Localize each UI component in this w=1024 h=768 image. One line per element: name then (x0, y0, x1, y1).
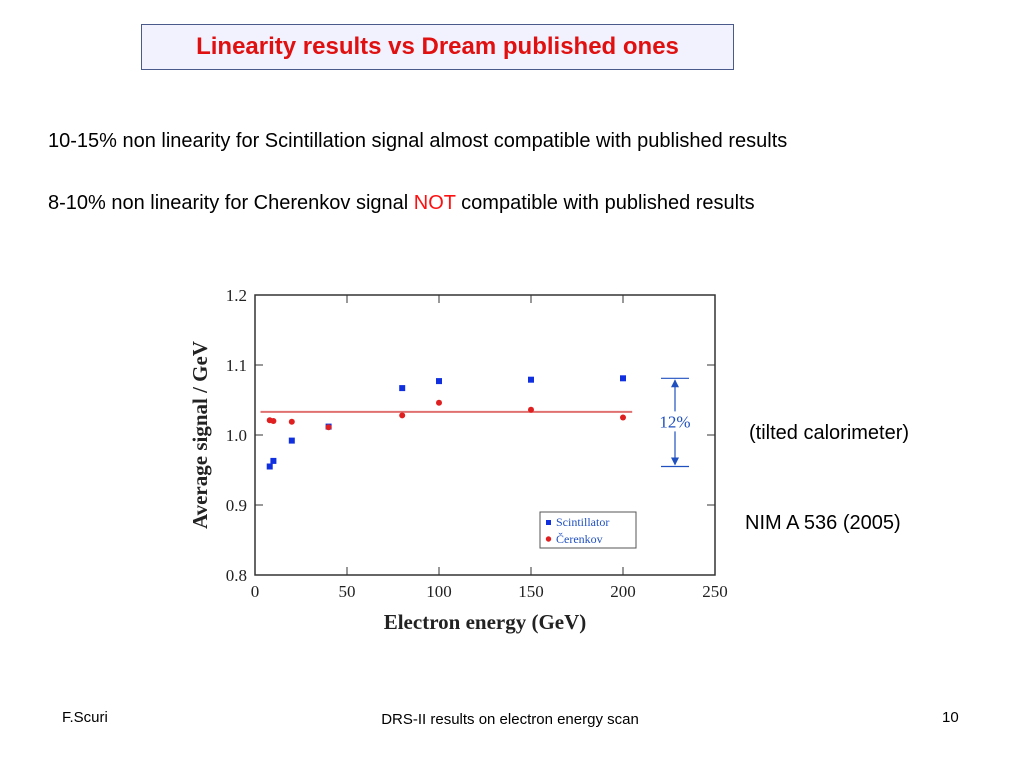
scintillator-point (270, 457, 277, 464)
scintillator-point (528, 376, 534, 383)
y-tick-label: 0.8 (226, 566, 247, 585)
bullet-cherenkov-text: 8-10% non linearity for Cherenkov signal (48, 192, 414, 214)
cherenkov-point (325, 424, 332, 431)
x-tick-label: 0 (251, 582, 260, 601)
legend-scintillator-marker (546, 520, 551, 525)
note-tilted-calorimeter: (tilted calorimeter) (749, 422, 910, 444)
y-axis-label: Average signal / GeV (188, 341, 212, 529)
y-tick-label: 1.0 (226, 426, 247, 445)
legend-cherenkov-marker (545, 536, 552, 542)
y-tick-label: 0.9 (226, 496, 247, 515)
y-tick-label: 1.2 (226, 286, 247, 305)
title-box: Linearity results vs Dream published one… (141, 24, 734, 70)
x-tick-label: 50 (339, 582, 356, 601)
linearity-chart: 0 50 100 150 200 250 0.8 0.9 1.0 1.1 1.2 Electron e… (188, 286, 728, 634)
annotation-arrowhead-up (671, 379, 679, 388)
footer-subject: DRS-II results on electron energy scan (381, 711, 639, 728)
scintillator-point (436, 378, 442, 385)
cherenkov-point (288, 418, 295, 425)
legend-scintillator-label: Scintillator (556, 515, 609, 529)
cherenkov-point (436, 399, 442, 406)
scintillator-point (288, 437, 295, 444)
bullet-cherenkov-not: NOT (413, 192, 456, 214)
scintillator-point (399, 385, 406, 392)
x-axis-label: Electron energy (GeV) (384, 610, 587, 634)
bullet-scintillation: 10-15% non linearity for Scintillation s… (48, 130, 788, 152)
note-reference: NIM A 536 (2005) (745, 512, 901, 534)
footer-author: F.Scuri (62, 709, 108, 726)
scintillator-point (620, 375, 626, 382)
y-tick-label: 1.1 (226, 356, 247, 375)
x-tick-label: 150 (518, 582, 544, 601)
cherenkov-point (528, 406, 534, 413)
cherenkov-point (270, 418, 277, 424)
plot-frame (254, 294, 716, 576)
cherenkov-point (399, 412, 406, 419)
legend-cherenkov-label: Čerenkov (556, 532, 603, 546)
annotation-label: 12% (659, 412, 690, 431)
annotation-label-bg (656, 411, 694, 432)
footer-page-number: 10 (942, 709, 959, 726)
legend-box (539, 511, 637, 549)
x-tick-label: 200 (610, 582, 636, 601)
cherenkov-point (620, 414, 626, 421)
annotation-arrowhead-down (671, 457, 679, 466)
bullet-cherenkov-text-end: compatible with published results (455, 192, 755, 214)
bullet-cherenkov: 8-10% non linearity for Cherenkov signal… (48, 192, 755, 215)
x-tick-label: 100 (426, 582, 452, 601)
scintillator-point (266, 463, 273, 470)
x-tick-label: 250 (702, 582, 728, 601)
slide-title: Linearity results vs Dream published one… (196, 33, 679, 60)
